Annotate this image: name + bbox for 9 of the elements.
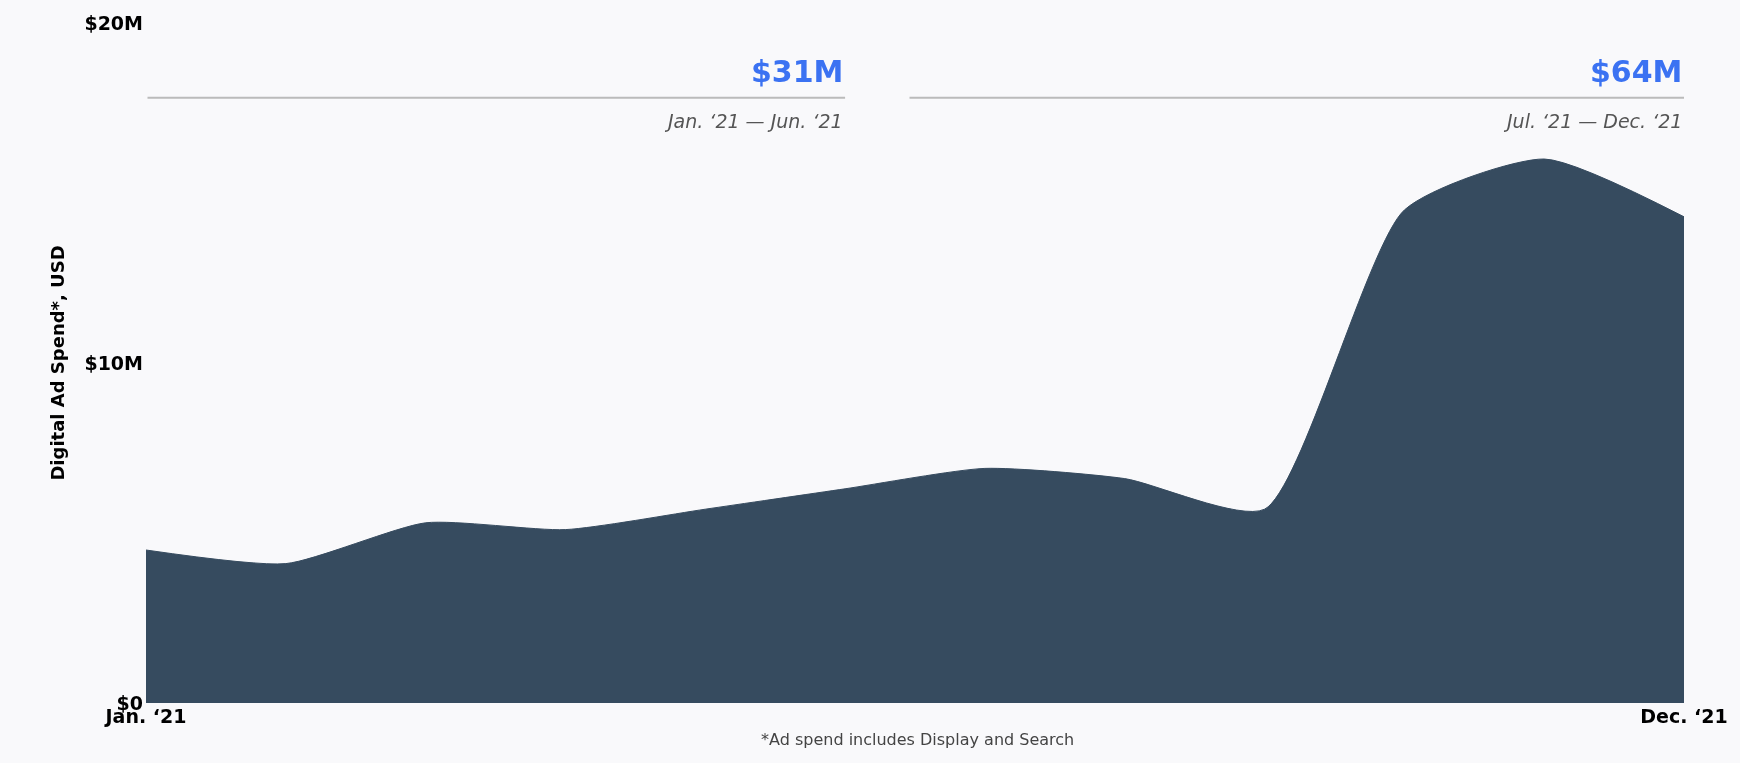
annotation: $64M — [1590, 54, 1683, 89]
annotation: Jul. ‘21 — Dec. ‘21 — [1503, 110, 1683, 132]
y-tick-label: $10M — [84, 351, 143, 374]
annotation: Jan. ‘21 — Jun. ‘21 — [664, 110, 843, 132]
annotation: $31M — [751, 54, 844, 89]
y-tick-label: $20M — [84, 11, 143, 34]
text: *Ad spend includes Display and Search — [761, 730, 1075, 749]
y-axis-title: Digital Ad Spend*, USD — [46, 245, 68, 481]
x-tick-label: Dec. ‘21 — [1640, 705, 1728, 727]
